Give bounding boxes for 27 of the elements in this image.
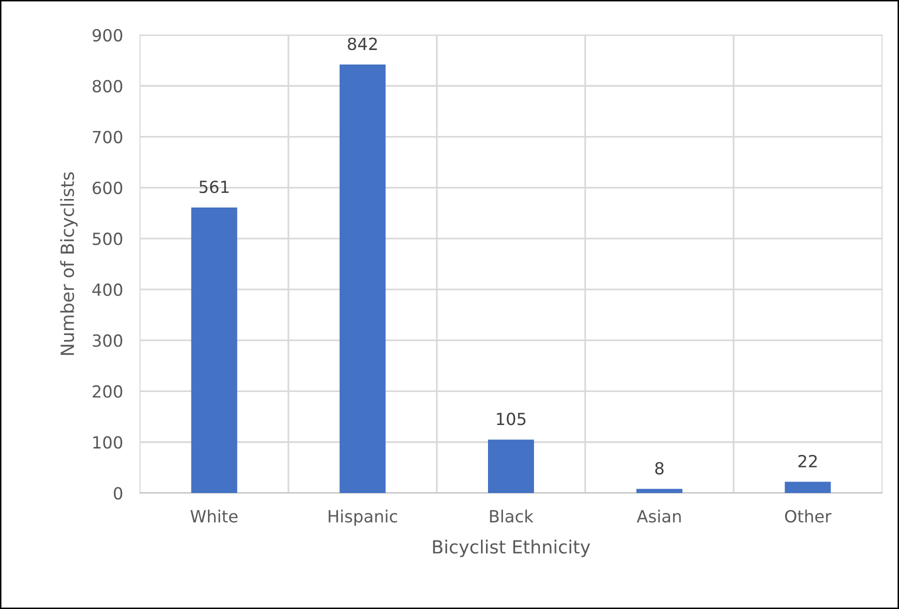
data-label: 561 xyxy=(200,180,229,194)
data-label: 22 xyxy=(798,454,817,468)
data-label: 842 xyxy=(348,38,377,50)
y-tick-label: 0 xyxy=(114,486,122,500)
data-label: 105 xyxy=(496,412,526,426)
x-tick-label: Asian xyxy=(636,510,681,523)
y-axis-title: Number of Bicyclists xyxy=(60,172,78,355)
x-tick-label: Other xyxy=(785,510,832,523)
x-tick-label: White xyxy=(190,510,238,523)
y-tick-label: 700 xyxy=(92,130,122,144)
y-tick-label: 300 xyxy=(92,334,122,347)
y-tick-label: 900 xyxy=(92,28,122,42)
bar xyxy=(636,488,682,493)
bar xyxy=(191,208,238,493)
y-tick-label: 800 xyxy=(92,80,122,92)
bar xyxy=(488,440,534,493)
y-tick-label: 100 xyxy=(93,436,122,449)
x-axis-title: Bicyclist Ethnicity xyxy=(433,540,590,558)
y-tick-label: 400 xyxy=(92,283,122,296)
y-tick-label: 500 xyxy=(92,232,122,246)
y-tick-label: 600 xyxy=(92,182,122,194)
data-label: 8 xyxy=(655,462,664,475)
bar xyxy=(784,482,831,493)
x-tick-label: Black xyxy=(490,510,534,523)
y-tick-label: 200 xyxy=(92,385,122,398)
x-tick-label: Hispanic xyxy=(328,510,398,526)
bar xyxy=(340,64,386,493)
